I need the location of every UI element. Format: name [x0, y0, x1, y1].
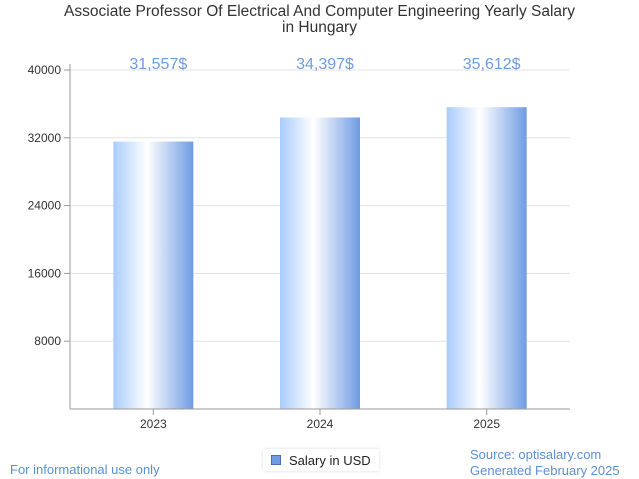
y-tick-label: 32000	[28, 131, 62, 145]
legend[interactable]: Salary in USD	[263, 449, 379, 471]
data-labels: 31,557$ 34,397$ 35,612$	[129, 56, 520, 73]
generated-text: Generated February 2025	[470, 463, 620, 478]
chart-title: Associate Professor Of Electrical And Co…	[0, 4, 639, 36]
legend-swatch	[271, 455, 281, 465]
chart-title-line2: in Hungary	[282, 19, 357, 36]
y-tick-label: 40000	[28, 63, 62, 77]
bar-2023	[113, 141, 194, 409]
x-tick-label: 2023	[140, 417, 167, 431]
bar-2024	[280, 117, 360, 410]
bar-2025	[446, 107, 527, 410]
y-tick-label: 16000	[28, 266, 62, 280]
source-info: Source: optisalary.com Generated Februar…	[470, 447, 620, 479]
data-label: 34,397$	[296, 56, 354, 73]
disclaimer-text: For informational use only	[10, 462, 160, 477]
axes: 8000 16000 24000 32000 40000 2023 2024 2025	[28, 63, 570, 431]
x-tick-label: 2025	[473, 417, 500, 431]
y-tick-label: 8000	[34, 334, 61, 348]
chart-title-line1: Associate Professor Of Electrical And Co…	[64, 3, 575, 20]
x-tick-label: 2024	[307, 417, 334, 431]
data-label: 35,612$	[463, 56, 521, 73]
bars	[113, 107, 527, 410]
y-tick-label: 24000	[28, 199, 62, 213]
source-text: Source: optisalary.com	[470, 447, 602, 462]
data-label: 31,557$	[129, 56, 187, 73]
legend-label: Salary in USD	[289, 452, 371, 468]
